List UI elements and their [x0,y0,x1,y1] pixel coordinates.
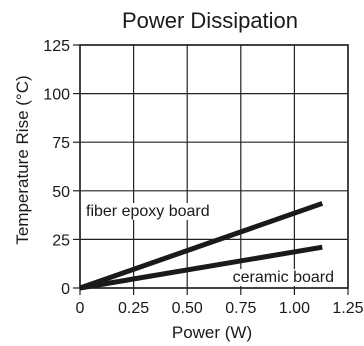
y-tick-label: 25 [52,232,70,249]
x-tick-label: 1.25 [332,300,363,317]
x-tick-label: 1.00 [279,300,310,317]
x-tick-label: 0.75 [225,300,256,317]
chart-title: Power Dissipation [122,8,298,33]
x-tick-label: 0.25 [118,300,149,317]
series-label-background [85,203,211,220]
x-axis: 0 0.25 0.50 0.75 1.00 1.25 [76,288,364,317]
y-tick-label: 50 [52,184,70,201]
y-tick-label: 0 [61,281,70,298]
y-tick-label: 75 [52,135,70,152]
annotations: fiber epoxy board ceramic board [85,203,335,286]
x-tick-label: 0.50 [172,300,203,317]
series-label-2: ceramic board [233,269,334,286]
series-label-1: fiber epoxy board [86,203,210,220]
series-label-background [231,269,335,286]
series-group [79,201,324,291]
y-tick-label: 125 [43,38,70,55]
series-line-1 [79,201,324,291]
plot-frame [79,44,349,289]
x-tick-label: 0 [76,300,85,317]
y-tick-label: 100 [43,87,70,104]
y-axis: 0 25 50 75 100 125 [43,38,80,298]
y-axis-label: Temperature Rise (°C) [13,75,32,244]
series-line-2 [79,244,323,291]
x-axis-label: Power (W) [172,323,252,342]
